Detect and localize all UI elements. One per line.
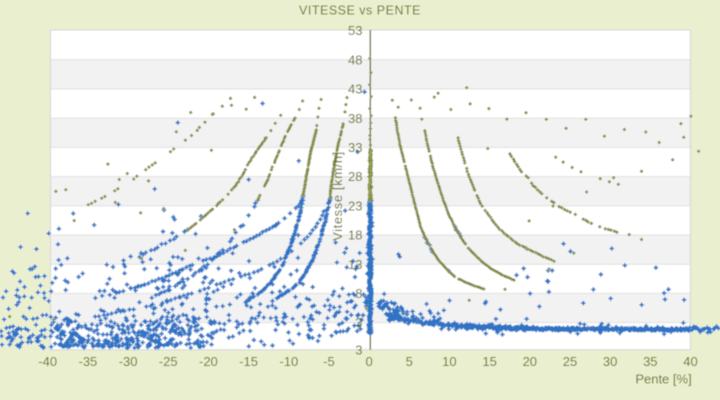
svg-text:-40: -40 (38, 354, 57, 369)
svg-text:3: 3 (355, 315, 362, 330)
svg-text:VITESSE vs PENTE: VITESSE vs PENTE (299, 4, 421, 18)
svg-text:-10: -10 (279, 354, 298, 369)
svg-text:-25: -25 (159, 354, 178, 369)
svg-text:8: 8 (355, 286, 362, 301)
svg-text:40: 40 (683, 354, 697, 369)
svg-text:5: 5 (406, 354, 413, 369)
svg-text:-30: -30 (119, 354, 138, 369)
svg-text:28: 28 (348, 169, 362, 184)
svg-text:Vitesse [km/h]: Vitesse [km/h] (330, 151, 345, 241)
svg-text:0: 0 (365, 354, 372, 369)
svg-text:Pente [%]: Pente [%] (635, 372, 691, 387)
svg-text:-35: -35 (79, 354, 98, 369)
svg-text:30: 30 (603, 354, 617, 369)
svg-text:13: 13 (348, 257, 362, 272)
svg-text:53: 53 (348, 23, 362, 38)
svg-text:20: 20 (523, 354, 537, 369)
svg-text:33: 33 (348, 140, 362, 155)
svg-text:15: 15 (482, 354, 496, 369)
svg-text:-5: -5 (323, 354, 335, 369)
svg-text:-15: -15 (239, 354, 258, 369)
svg-text:-20: -20 (199, 354, 218, 369)
svg-text:10: 10 (442, 354, 456, 369)
svg-text:35: 35 (643, 354, 657, 369)
svg-text:3: 3 (355, 343, 362, 358)
svg-text:23: 23 (348, 198, 362, 213)
svg-text:43: 43 (348, 82, 362, 97)
svg-text:18: 18 (348, 228, 362, 243)
svg-text:38: 38 (348, 111, 362, 126)
svg-text:25: 25 (563, 354, 577, 369)
svg-text:48: 48 (348, 53, 362, 68)
